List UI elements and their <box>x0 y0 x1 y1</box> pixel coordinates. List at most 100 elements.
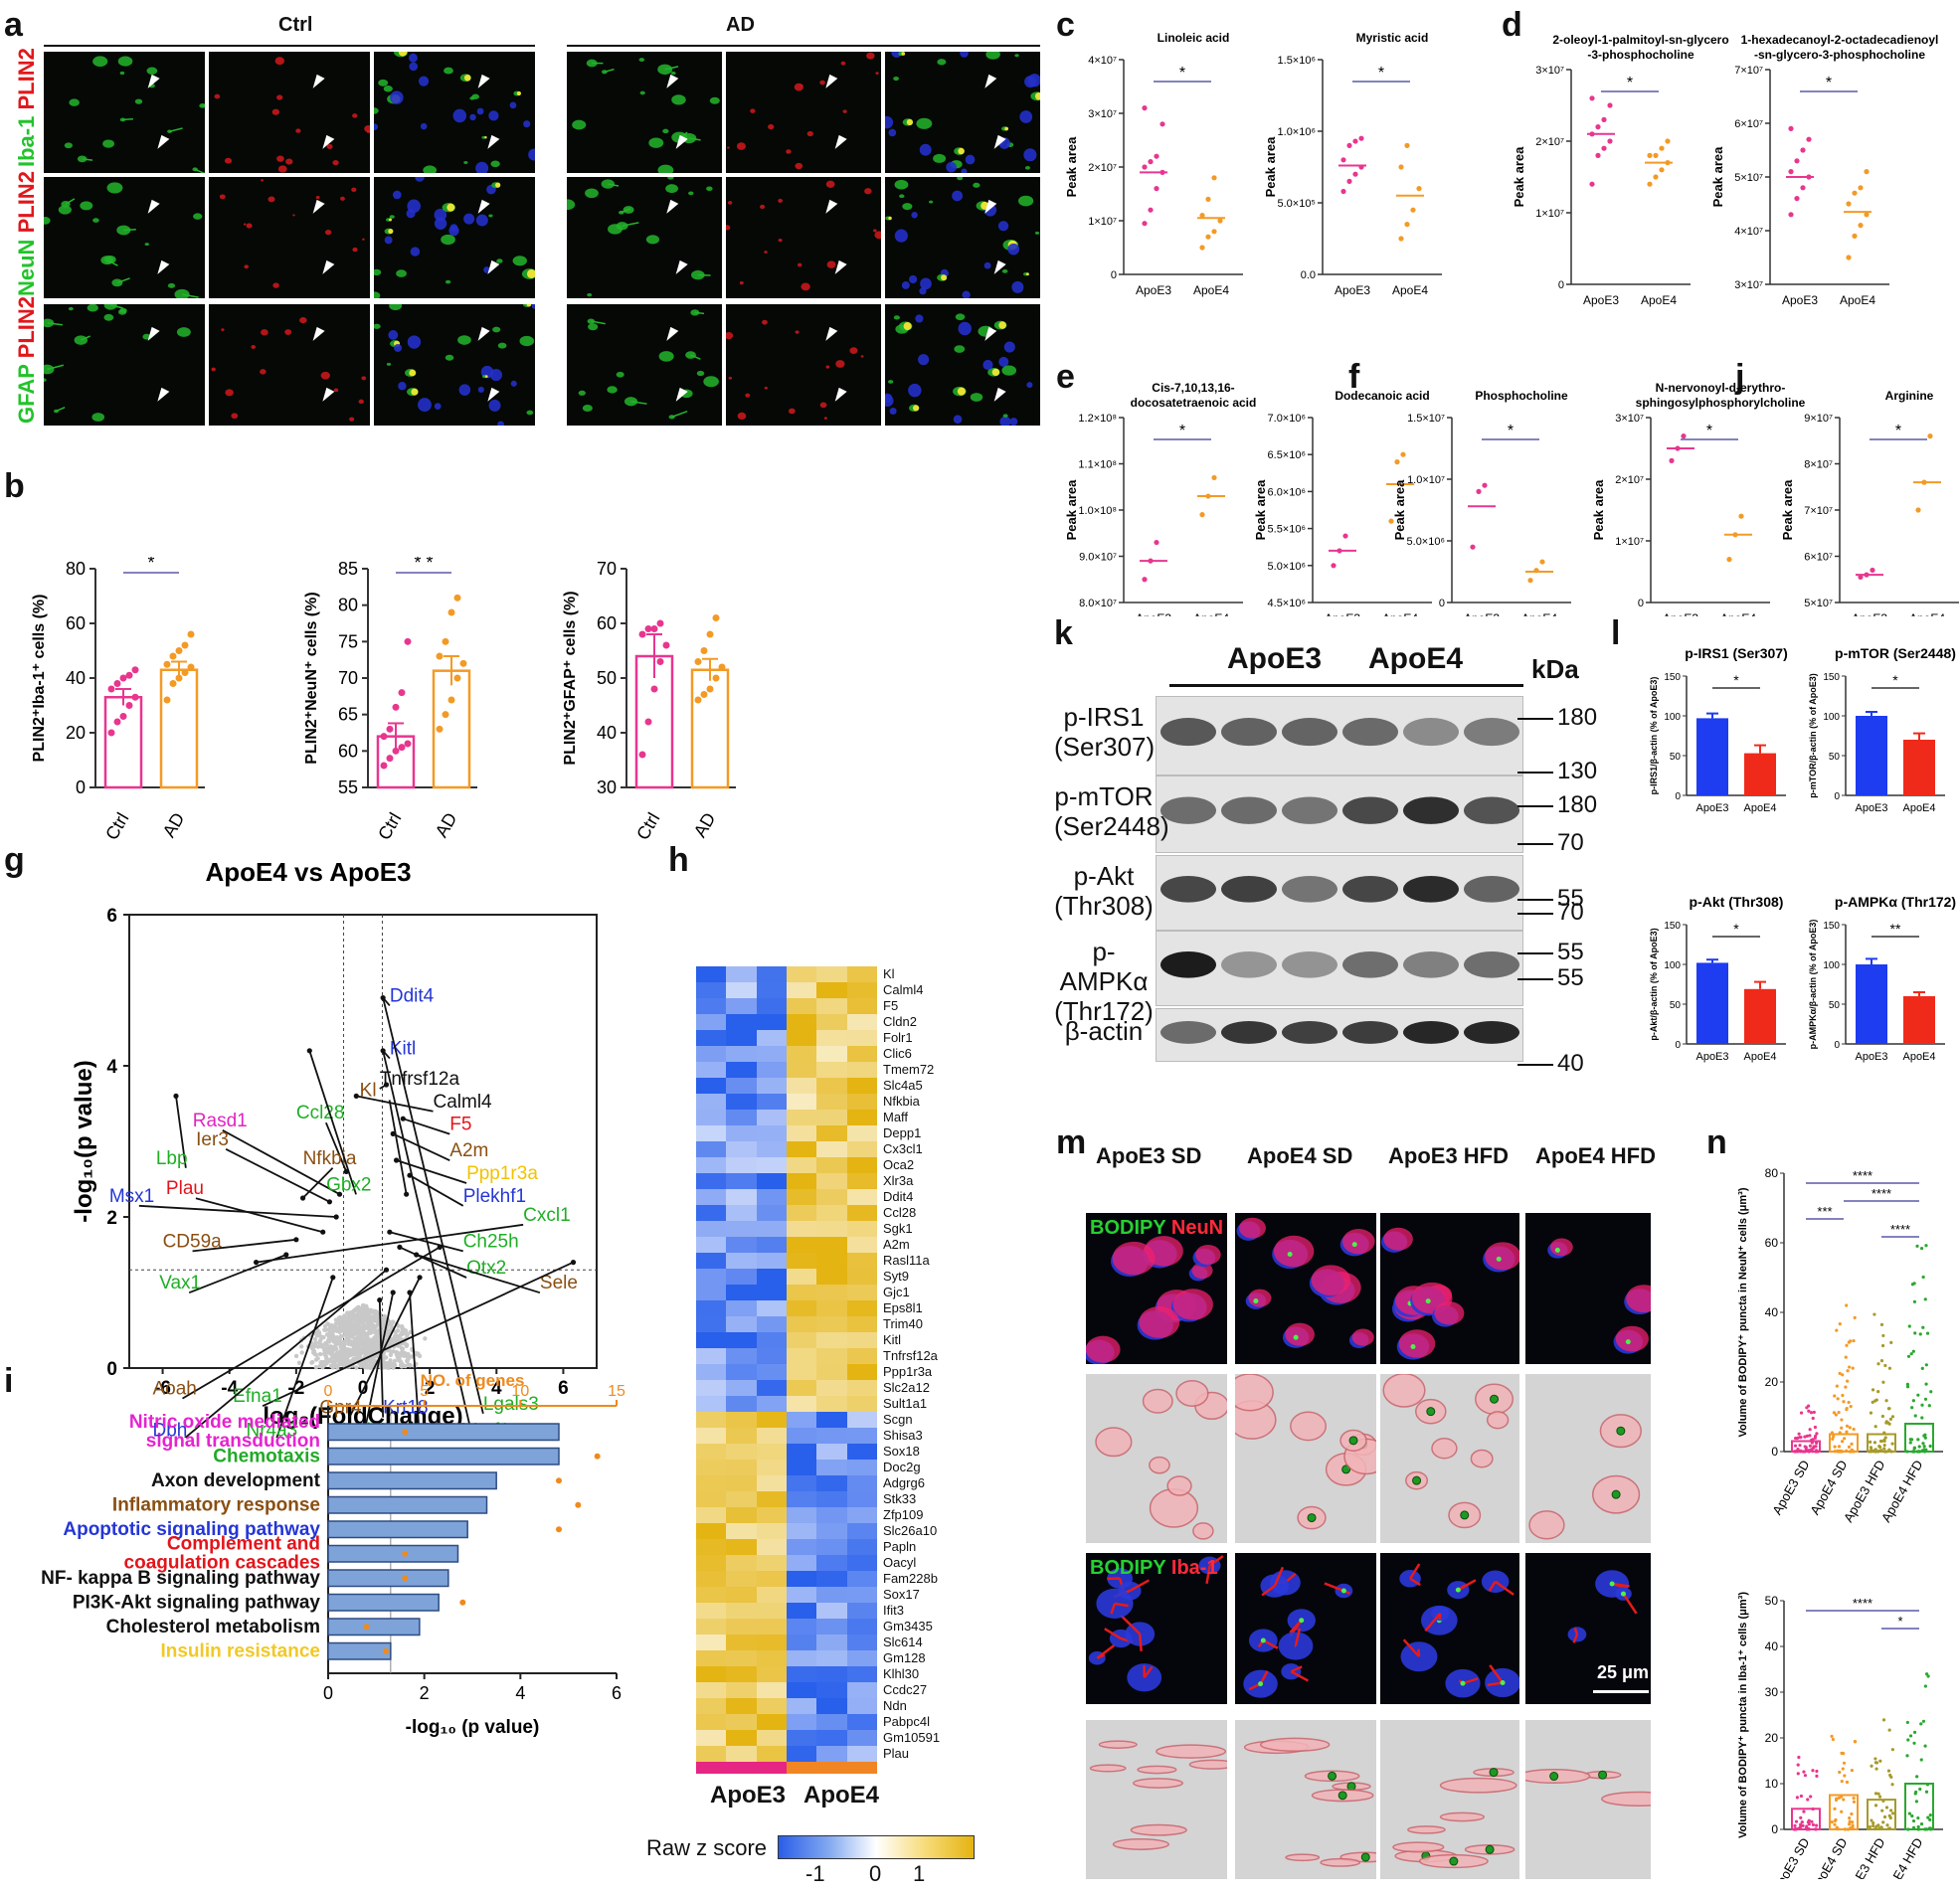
nucleus-blue <box>523 120 531 128</box>
gene-point <box>369 1319 375 1324</box>
data-point <box>1815 1432 1819 1436</box>
gene-point <box>322 1347 327 1353</box>
data-point <box>1589 181 1595 187</box>
label-leader-line <box>409 1292 421 1438</box>
y-tick-label: 50 <box>1765 1594 1779 1608</box>
data-point <box>1845 1780 1850 1785</box>
bodipy-image <box>1380 1227 1519 1360</box>
micrograph-tile <box>209 177 370 298</box>
y-tick-label: 10 <box>1765 1777 1779 1791</box>
gene-label: Ccl28 <box>296 1103 345 1123</box>
heatmap-cell <box>816 966 847 983</box>
heatmap-cell <box>726 1332 757 1349</box>
gene-point <box>344 1337 349 1342</box>
gene-point <box>312 1336 318 1342</box>
y-tick-label: 0 <box>1558 279 1564 291</box>
panel-letter-n: n <box>1706 1123 1727 1161</box>
panel-letter-j: j <box>1735 358 1745 396</box>
heatmap-gene-label: Scgn <box>883 1412 913 1427</box>
cell-green <box>488 214 493 218</box>
iba1-process <box>1611 1582 1630 1590</box>
heatmap-cell <box>696 1269 727 1286</box>
arrowhead-marker <box>675 134 688 149</box>
x-category-label: Ctrl <box>101 809 132 843</box>
cell-green <box>106 182 123 194</box>
gene-point <box>324 1360 329 1366</box>
colocalization-yellow <box>958 147 965 155</box>
gene-point <box>349 1333 354 1338</box>
data-point <box>1881 1718 1886 1722</box>
y-axis-label: Peak area <box>1392 479 1407 540</box>
cell-green <box>64 142 73 149</box>
heatmap-gene-label: Kl <box>883 966 895 981</box>
gene-point <box>325 1338 331 1343</box>
micrograph-image <box>726 319 864 420</box>
data-point <box>1840 1426 1844 1430</box>
data-point <box>1919 1246 1924 1251</box>
x-category-label: ApoE3 <box>1855 802 1887 814</box>
cell-green <box>389 304 403 311</box>
cell-green <box>665 184 678 194</box>
data-point <box>386 725 394 733</box>
data-point <box>131 693 139 701</box>
panel-letter-d: d <box>1502 6 1522 44</box>
data-point <box>1914 1790 1918 1795</box>
x-category-label: ApoE3 <box>1782 293 1818 307</box>
data-point <box>1890 1748 1894 1752</box>
gene-point <box>389 1349 394 1354</box>
cell-red <box>727 201 733 205</box>
nucleus-blue <box>953 415 963 425</box>
blot-band <box>1464 1020 1519 1044</box>
heatmap-cell <box>696 1746 727 1763</box>
blot-band <box>1342 875 1398 903</box>
mw-marker-line <box>1517 805 1553 807</box>
heatmap-cell <box>846 1269 878 1286</box>
data-point <box>1833 1822 1837 1826</box>
heatmap-cell <box>696 1491 727 1508</box>
heatmap-cell <box>846 1666 878 1683</box>
iba1-process <box>1572 1627 1579 1643</box>
arrowhead-marker <box>993 134 1006 149</box>
data-point <box>712 674 720 682</box>
blot-band <box>1282 796 1337 824</box>
y-tick-label: 3×10⁷ <box>1088 108 1117 120</box>
y-tick-label: 0 <box>1638 598 1644 609</box>
data-point <box>1796 1763 1800 1767</box>
heatmap-cell <box>726 1364 757 1381</box>
data-point <box>1837 1445 1842 1449</box>
nucleus-blue <box>1024 76 1037 88</box>
nucleus-blue <box>420 122 428 130</box>
heatmap-cell <box>786 1332 817 1349</box>
heatmap-cell <box>816 1285 847 1301</box>
heatmap-cell <box>846 1110 878 1126</box>
heatmap-cell <box>696 1523 727 1540</box>
gene-point <box>293 1353 299 1359</box>
micrograph-image <box>567 177 713 297</box>
arrowhead-marker <box>984 74 997 88</box>
heatmap-gene-label: Adgrg6 <box>883 1475 925 1490</box>
data-point <box>1794 196 1800 202</box>
y-tick-label: 20 <box>1765 1375 1779 1389</box>
bar <box>1904 1783 1934 1830</box>
gene-point <box>337 1339 342 1345</box>
gene-point <box>370 1309 375 1315</box>
heatmap-gene-label: A2m <box>883 1237 910 1252</box>
heatmap-gene-label: Syt9 <box>883 1269 910 1284</box>
data-point <box>1887 1728 1891 1732</box>
heatmap-cell <box>786 1571 817 1588</box>
heatmap-cell <box>756 1300 788 1317</box>
bodipy-puncta-render <box>1360 1852 1370 1862</box>
cell-green <box>490 160 500 168</box>
heatmap-cell <box>726 1189 757 1206</box>
gene-point <box>331 1363 337 1369</box>
blot-band <box>1221 1020 1277 1044</box>
heatmap-cell <box>786 998 817 1015</box>
y-tick-label: 150 <box>1664 672 1681 683</box>
cell-green <box>492 326 501 333</box>
data-point <box>1881 1380 1885 1384</box>
process-green <box>694 311 705 315</box>
data-point <box>1911 1818 1916 1823</box>
data-point <box>1845 1424 1850 1428</box>
bodipy-puncta-render <box>1328 1771 1337 1781</box>
panel-letter-e: e <box>1056 358 1075 396</box>
